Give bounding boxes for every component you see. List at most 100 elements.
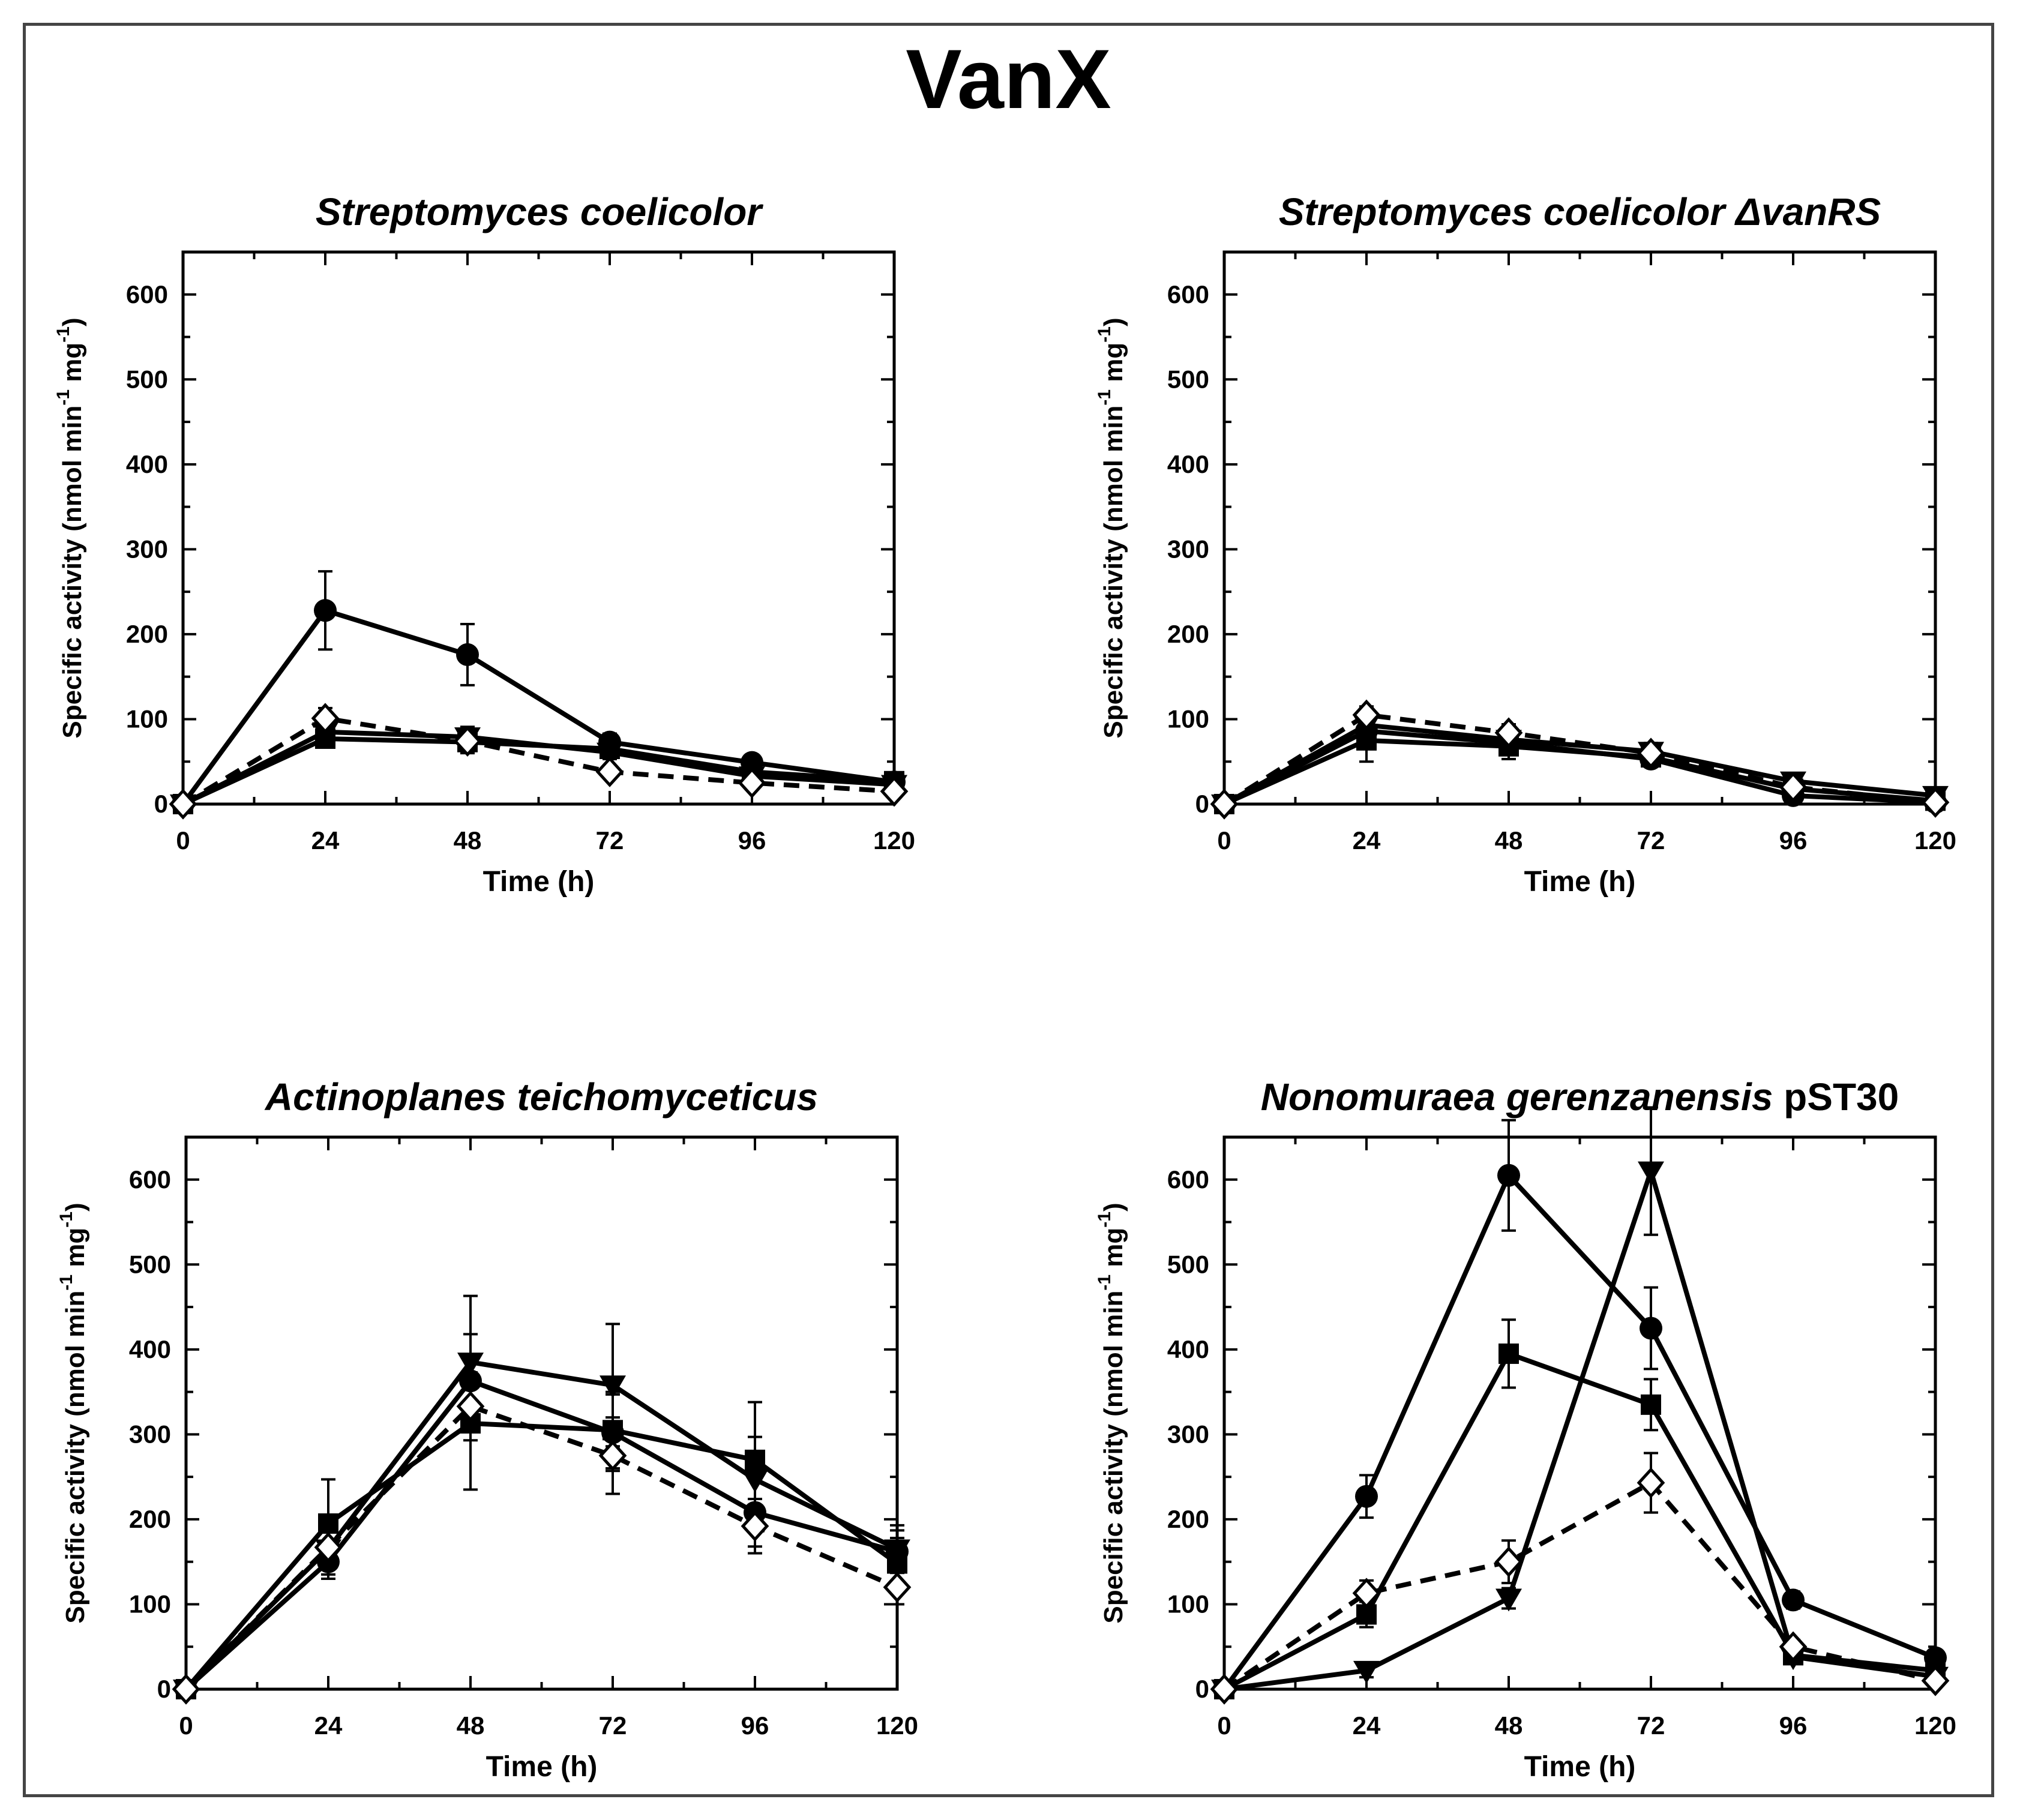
data-point-triangle <box>457 1353 484 1376</box>
data-point-diamond <box>172 1674 200 1705</box>
x-axis-label: Time (h) <box>483 866 595 898</box>
data-point-diamond <box>1637 737 1665 769</box>
series-circle <box>184 1333 904 1691</box>
data-point-diamond <box>456 1390 485 1422</box>
series-line <box>184 1420 899 1691</box>
x-tick-label: 96 <box>738 826 766 854</box>
x-tick-label: 96 <box>741 1711 769 1740</box>
y-label-unit: mg <box>58 343 87 389</box>
chart-title: Nonomuraea gerenzanensis pST30 <box>1261 1075 1899 1119</box>
chart-title: Streptomyces coelicolor <box>316 190 763 233</box>
y-axis-label: Specific activity (nmol min-1 mg-1) <box>53 317 87 738</box>
y-axis-label: Specific activity (nmol min-1 mg-1) <box>56 1203 90 1623</box>
data-point-diamond <box>595 756 624 787</box>
y-tick-label: 0 <box>1195 1675 1209 1703</box>
y-tick-label: 200 <box>1167 1505 1209 1533</box>
chart-title-main: Actinoplanes teichomyceticus <box>264 1075 818 1119</box>
plot-frame <box>1222 1135 1937 1691</box>
y-tick-label: 400 <box>129 1335 171 1363</box>
y-label-text: Specific activity (nmol min <box>58 406 87 739</box>
y-tick-label: 600 <box>1167 280 1209 308</box>
y-tick-label: 400 <box>1167 1335 1209 1363</box>
series-diamond <box>184 1371 904 1691</box>
data-point-diamond <box>1921 1665 1950 1696</box>
series-line <box>1223 737 1936 806</box>
data-point-diamond <box>1494 717 1523 748</box>
data-point-circle <box>886 1540 909 1563</box>
x-tick-label: 24 <box>314 1711 343 1740</box>
series-line <box>1223 722 1936 806</box>
plot-frame <box>184 1135 899 1691</box>
y-tick-label: 600 <box>129 1165 171 1194</box>
y-tick-label: 500 <box>126 365 168 393</box>
data-point-diamond <box>314 1531 343 1563</box>
y-label-text: Specific activity (nmol min <box>1099 406 1128 739</box>
x-tick-label: 96 <box>1779 1711 1808 1740</box>
data-point-diamond <box>1352 699 1381 731</box>
chart-title: Actinoplanes teichomyceticus <box>264 1075 818 1119</box>
series-line <box>1224 1168 1936 1692</box>
data-point-diamond <box>453 725 482 757</box>
x-tick-label: 96 <box>1779 826 1808 854</box>
data-point-circle <box>598 730 621 754</box>
series-line <box>181 716 895 806</box>
y-tick-label: 500 <box>129 1250 171 1278</box>
data-point-diamond <box>738 767 766 799</box>
x-tick-label: 24 <box>1353 1711 1381 1740</box>
data-point-circle <box>456 643 479 666</box>
y-label-paren: ) <box>1099 317 1128 326</box>
y-label-exp: -1 <box>53 389 73 406</box>
y-label-unit: mg <box>1099 343 1128 389</box>
x-axis-label: Time (h) <box>1524 866 1636 898</box>
data-point-diamond <box>169 788 197 820</box>
data-point-square <box>1641 1394 1661 1415</box>
data-point-circle <box>459 1369 482 1393</box>
x-tick-label: 48 <box>1495 1711 1523 1740</box>
y-label-exp: -1 <box>53 326 73 343</box>
data-point-triangle <box>742 1470 768 1493</box>
x-tick-label: 48 <box>454 826 482 854</box>
y-tick-label: 100 <box>1167 1590 1209 1618</box>
series-line <box>184 1378 898 1691</box>
x-tick-label: 72 <box>1637 1711 1665 1740</box>
data-point-square <box>1498 1343 1519 1364</box>
y-label-exp: -1 <box>1095 326 1114 343</box>
data-point-circle <box>1640 1317 1662 1340</box>
y-tick-label: 300 <box>1167 1420 1209 1448</box>
figure-frame <box>23 23 1994 1797</box>
data-point-diamond <box>880 776 909 807</box>
data-point-diamond <box>1210 788 1239 820</box>
x-tick-label: 120 <box>876 1711 918 1740</box>
data-point-diamond <box>883 1572 912 1603</box>
x-tick-label: 24 <box>311 826 340 854</box>
series-circle <box>181 570 901 806</box>
chart-panel-2: Streptomyces coelicolor ΔvanRS 0 24 48 72 96 1… <box>1095 190 1956 898</box>
x-axis-label: Time (h) <box>1524 1751 1636 1783</box>
y-label-exp: -1 <box>1095 389 1114 406</box>
y-label-paren: ) <box>61 1203 90 1212</box>
series-line <box>182 729 895 806</box>
data-point-triangle <box>600 1375 626 1399</box>
data-point-square <box>745 1449 765 1470</box>
data-point-triangle <box>1353 1660 1380 1684</box>
y-label-paren: ) <box>1099 1203 1128 1212</box>
y-tick-label: 0 <box>1195 790 1209 818</box>
y-tick-label: 200 <box>126 620 168 648</box>
y-tick-label: 100 <box>129 1590 171 1618</box>
chart-title-main: Streptomyces coelicolor <box>1279 190 1736 233</box>
series-triangle <box>1224 1106 1943 1692</box>
chart-panel-3: Actinoplanes teichomyceticus 0 24 48 72 96 120… <box>56 1075 918 1783</box>
chart-title: Streptomyces coelicolor ΔvanRS <box>1279 190 1881 233</box>
y-tick-label: 300 <box>1167 535 1209 563</box>
x-tick-label: 48 <box>1495 826 1523 854</box>
data-point-diamond <box>1494 1546 1523 1578</box>
y-label-exp: -1 <box>1095 1275 1114 1291</box>
chart-title-suffix: pST30 <box>1773 1075 1899 1119</box>
y-label-text: Specific activity (nmol min <box>1099 1291 1128 1624</box>
series-line <box>1222 1480 1936 1692</box>
data-point-circle <box>1924 1646 1947 1669</box>
x-tick-label: 48 <box>457 1711 485 1740</box>
chart-panel-1: Streptomyces coelicolor 0 24 48 72 96 120 Time … <box>53 190 915 898</box>
y-tick-label: 0 <box>157 1675 171 1703</box>
